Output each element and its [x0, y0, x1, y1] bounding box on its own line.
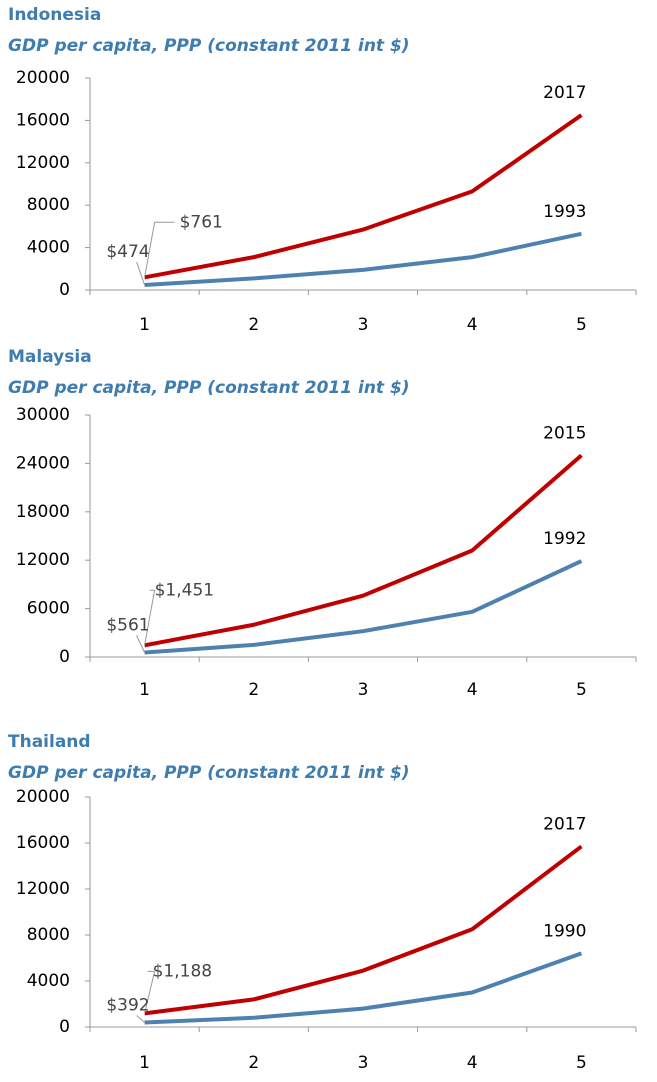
- x-tick-label: 3: [358, 1053, 369, 1073]
- annotation: $761: [180, 212, 223, 232]
- x-tick-label: 4: [467, 680, 478, 700]
- series-line: [144, 113, 583, 280]
- series-label: 2015: [543, 423, 586, 443]
- leader-line: [144, 970, 156, 1014]
- y-tick-label: 0: [59, 1017, 70, 1037]
- chart-title: Malaysia: [8, 347, 92, 367]
- x-tick-label: 1: [139, 315, 150, 335]
- series-line: [144, 453, 583, 648]
- leader-line: [136, 635, 146, 653]
- series-label: 1990: [543, 921, 586, 941]
- x-tick-label: 1: [139, 680, 150, 700]
- series-label: 1992: [543, 529, 586, 549]
- y-tick-label: 24000: [16, 453, 70, 473]
- series-label: 1993: [543, 202, 586, 222]
- y-tick-label: 0: [59, 647, 70, 667]
- series-line: [144, 559, 583, 655]
- annotation: $392: [106, 995, 149, 1015]
- annotation: $561: [106, 615, 149, 635]
- y-tick-label: 6000: [27, 599, 70, 619]
- series-label: 2017: [543, 83, 586, 103]
- leader-line: [144, 221, 175, 278]
- leader-line: [144, 589, 156, 646]
- x-tick-label: 4: [467, 315, 478, 335]
- y-tick-label: 0: [59, 280, 70, 300]
- x-tick-label: 5: [576, 1053, 587, 1073]
- y-tick-label: 12000: [16, 879, 70, 899]
- x-tick-label: 2: [248, 315, 259, 335]
- y-tick-label: 4000: [27, 971, 70, 991]
- annotation: $1,451: [155, 580, 214, 600]
- series-line: [144, 231, 582, 287]
- y-tick-label: 20000: [16, 68, 70, 88]
- chart-subtitle: GDP per capita, PPP (constant 2011 int $…: [8, 36, 410, 56]
- x-tick-label: 1: [139, 1053, 150, 1073]
- series-label: 2017: [543, 814, 586, 834]
- leader-line: [136, 1015, 145, 1023]
- x-tick-label: 4: [467, 1053, 478, 1073]
- y-tick-label: 18000: [16, 502, 70, 522]
- chart-title: Thailand: [8, 732, 91, 752]
- series-line: [144, 951, 583, 1025]
- y-tick-label: 4000: [27, 238, 70, 258]
- y-tick-label: 20000: [16, 787, 70, 807]
- series-line: [144, 844, 583, 1016]
- chart-title: Indonesia: [8, 5, 101, 25]
- y-tick-label: 12000: [16, 153, 70, 173]
- y-tick-label: 16000: [16, 110, 70, 130]
- x-tick-label: 3: [358, 680, 369, 700]
- leader-line: [136, 261, 146, 286]
- x-tick-label: 2: [248, 1053, 259, 1073]
- x-tick-label: 5: [576, 315, 587, 335]
- y-tick-label: 8000: [27, 195, 70, 215]
- y-tick-label: 8000: [27, 925, 70, 945]
- y-tick-label: 12000: [16, 550, 70, 570]
- annotation: $474: [106, 242, 149, 262]
- annotation: $1,188: [153, 961, 212, 981]
- x-tick-label: 2: [248, 680, 259, 700]
- chart-subtitle: GDP per capita, PPP (constant 2011 int $…: [8, 763, 410, 783]
- chart-subtitle: GDP per capita, PPP (constant 2011 int $…: [8, 378, 410, 398]
- x-tick-label: 3: [358, 315, 369, 335]
- y-tick-label: 30000: [16, 405, 70, 425]
- y-tick-label: 16000: [16, 833, 70, 853]
- x-tick-label: 5: [576, 680, 587, 700]
